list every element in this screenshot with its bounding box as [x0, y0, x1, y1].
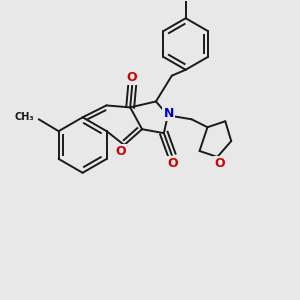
Text: O: O [127, 71, 137, 84]
Text: O: O [214, 158, 225, 170]
Text: CH₃: CH₃ [14, 112, 34, 122]
Text: O: O [115, 146, 126, 158]
Text: N: N [164, 107, 174, 120]
Text: O: O [167, 158, 178, 170]
